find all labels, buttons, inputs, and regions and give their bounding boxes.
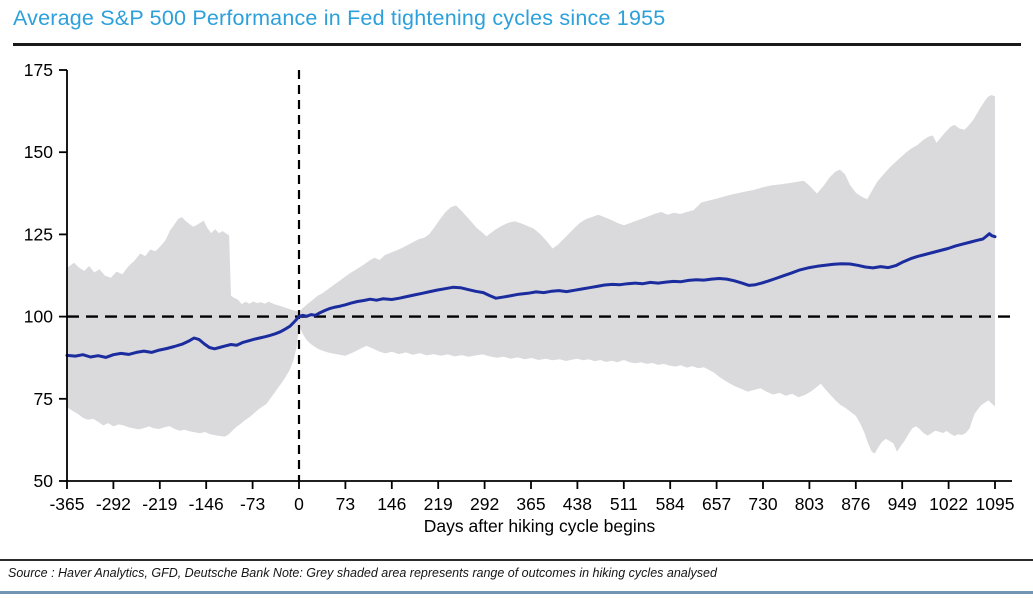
x-tick-label: 876 [841,494,870,514]
x-tick-label: 657 [702,494,731,514]
x-tick-label: 365 [516,494,545,514]
x-tick-label: 146 [377,494,406,514]
footer-bottom-rule [0,591,1033,594]
x-tick-label: 1022 [929,494,968,514]
y-tick-label: 175 [24,60,53,80]
title-underline [13,43,1021,46]
y-tick-label: 75 [34,389,53,409]
chart-title: Average S&P 500 Performance in Fed tight… [13,6,666,30]
x-axis-title: Days after hiking cycle begins [423,516,656,536]
x-tick-label: 511 [610,494,638,514]
x-tick-label: -365 [49,494,84,514]
x-tick-label: -219 [142,494,177,514]
y-tick-label: 50 [34,471,54,491]
x-tick-label: -146 [189,494,224,514]
average-line [65,232,997,359]
source-note: Source : Haver Analytics, GFD, Deutsche … [8,566,717,580]
range-band [67,95,995,454]
footer-top-rule [0,559,1033,561]
x-tick-label: 730 [748,494,777,514]
y-tick-label: 125 [24,224,53,244]
x-tick-label: 0 [294,494,304,514]
x-tick-label: 1095 [976,494,1015,514]
x-tick-label: 292 [470,494,499,514]
x-tick-label: 584 [656,494,685,514]
x-tick-label: -292 [96,494,131,514]
x-tick-label: -73 [240,494,265,514]
x-tick-label: 803 [795,494,824,514]
y-tick-label: 150 [24,142,53,162]
y-tick-label: 100 [24,307,53,327]
x-tick-label: 438 [563,494,592,514]
chart-canvas: 50 75 100 125 150 175 -365 -292 -219 -146 -73 0 73 14… [24,60,1015,514]
x-tick-label: 949 [888,494,917,514]
x-tick-label: 73 [336,494,355,514]
x-tick-label: 219 [424,494,453,514]
